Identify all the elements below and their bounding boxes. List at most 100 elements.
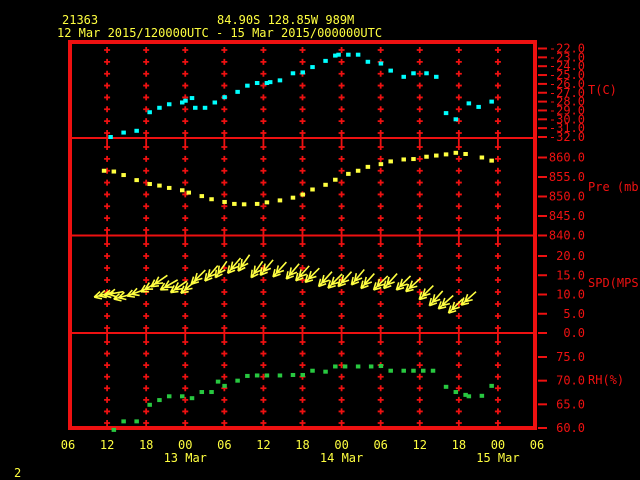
relative-humidity-point <box>411 368 416 373</box>
pressure-point <box>300 192 305 197</box>
relative-humidity-point <box>166 394 172 399</box>
relative-humidity-point <box>479 393 485 398</box>
grid-plus <box>416 118 423 125</box>
temperature-point <box>388 68 393 73</box>
grid-plus <box>338 253 345 259</box>
grid-plus <box>260 313 267 319</box>
grid-plus <box>104 118 111 125</box>
y-tick-label: 840.0 <box>549 229 585 243</box>
grid-plus <box>182 362 189 369</box>
relative-humidity-point <box>134 419 139 424</box>
y-tick-label: 845.0 <box>549 209 585 223</box>
relative-humidity-point <box>157 398 162 403</box>
grid-plus <box>260 70 267 77</box>
x-tick-label: 00 <box>178 438 192 452</box>
grid-plus <box>377 420 384 426</box>
grid-plus <box>260 253 267 259</box>
wind-arrow <box>250 260 264 279</box>
grid-plus <box>416 179 423 186</box>
grid-plus <box>260 350 267 357</box>
grid-plus <box>260 118 267 125</box>
grid-plus <box>494 106 501 113</box>
grid-plus <box>377 118 384 125</box>
grid-plus <box>104 350 111 357</box>
pressure-point <box>121 173 126 178</box>
wind-arrow <box>159 279 179 291</box>
temperature-point <box>212 100 218 105</box>
grid-plus <box>455 70 462 77</box>
pressure-point <box>199 194 205 199</box>
wind-arrow <box>150 274 168 288</box>
grid-plus <box>299 339 306 345</box>
temperature-point <box>157 105 162 110</box>
grid-plus <box>143 265 150 271</box>
grid-plus <box>455 277 462 283</box>
pressure-point <box>365 164 371 169</box>
temperature-point <box>336 52 341 57</box>
pressure-point <box>479 155 485 160</box>
y-tick-label: 855.0 <box>549 170 585 184</box>
grid-plus <box>143 191 150 198</box>
relative-humidity-point <box>466 394 472 399</box>
relative-humidity-point <box>421 368 426 373</box>
grid-plus <box>377 301 384 307</box>
grid-plus <box>143 70 150 77</box>
grid-plus <box>455 396 462 403</box>
grid-plus <box>182 58 189 65</box>
grid-plus <box>494 118 501 125</box>
grid-plus <box>143 47 150 53</box>
grid-plus <box>182 144 189 150</box>
grid-plus <box>377 94 384 101</box>
grid-plus <box>377 339 384 345</box>
y-tick-label: 5.0 <box>563 307 585 321</box>
grid-plus <box>416 167 423 174</box>
grid-plus <box>221 373 228 380</box>
grid-plus <box>338 82 345 89</box>
y-tick-label: -27.0 <box>549 86 585 100</box>
grid-plus <box>260 144 267 150</box>
grid-plus <box>299 118 306 125</box>
grid-plus <box>455 313 462 319</box>
temperature-point <box>443 111 449 116</box>
y-tick-label: 860.0 <box>549 151 585 165</box>
pressure-point <box>310 187 315 192</box>
grid-plus <box>338 203 345 210</box>
grid-plus <box>377 289 384 295</box>
grid-plus <box>260 155 267 162</box>
grid-plus <box>455 289 462 295</box>
grid-plus <box>494 155 501 162</box>
pressure-point <box>179 188 185 193</box>
grid-plus <box>143 155 150 162</box>
grid-plus <box>338 420 345 426</box>
grid-plus <box>494 385 501 392</box>
temperature-point <box>300 70 305 75</box>
grid-plus <box>494 362 501 369</box>
wind-arrow <box>337 271 353 288</box>
relative-humidity-point <box>443 384 449 389</box>
pressure-point <box>241 202 247 207</box>
temperature-point <box>222 95 227 100</box>
grid-plus <box>260 94 267 101</box>
relative-humidity-point <box>310 368 315 373</box>
x-tick-label: 18 <box>139 438 153 452</box>
grid-plus <box>494 313 501 319</box>
grid-plus <box>299 408 306 415</box>
temperature-point <box>202 105 208 110</box>
grid-plus <box>494 241 501 247</box>
wind-arrow <box>447 298 464 314</box>
temperature-point <box>264 81 270 86</box>
wind-arrow <box>437 294 454 310</box>
grid-plus <box>494 301 501 307</box>
relative-humidity-point <box>254 373 260 378</box>
grid-plus <box>416 58 423 65</box>
grid-plus <box>104 58 111 65</box>
grid-plus <box>299 350 306 357</box>
grid-plus <box>104 385 111 392</box>
grid-plus <box>416 241 423 247</box>
grid-plus <box>299 106 306 113</box>
axis-label-humidity: RH(%) <box>588 373 624 387</box>
pressure-point <box>443 152 449 157</box>
page-number: 2 <box>14 466 21 480</box>
relative-humidity-point <box>222 383 227 388</box>
wind-arrow <box>295 265 310 282</box>
